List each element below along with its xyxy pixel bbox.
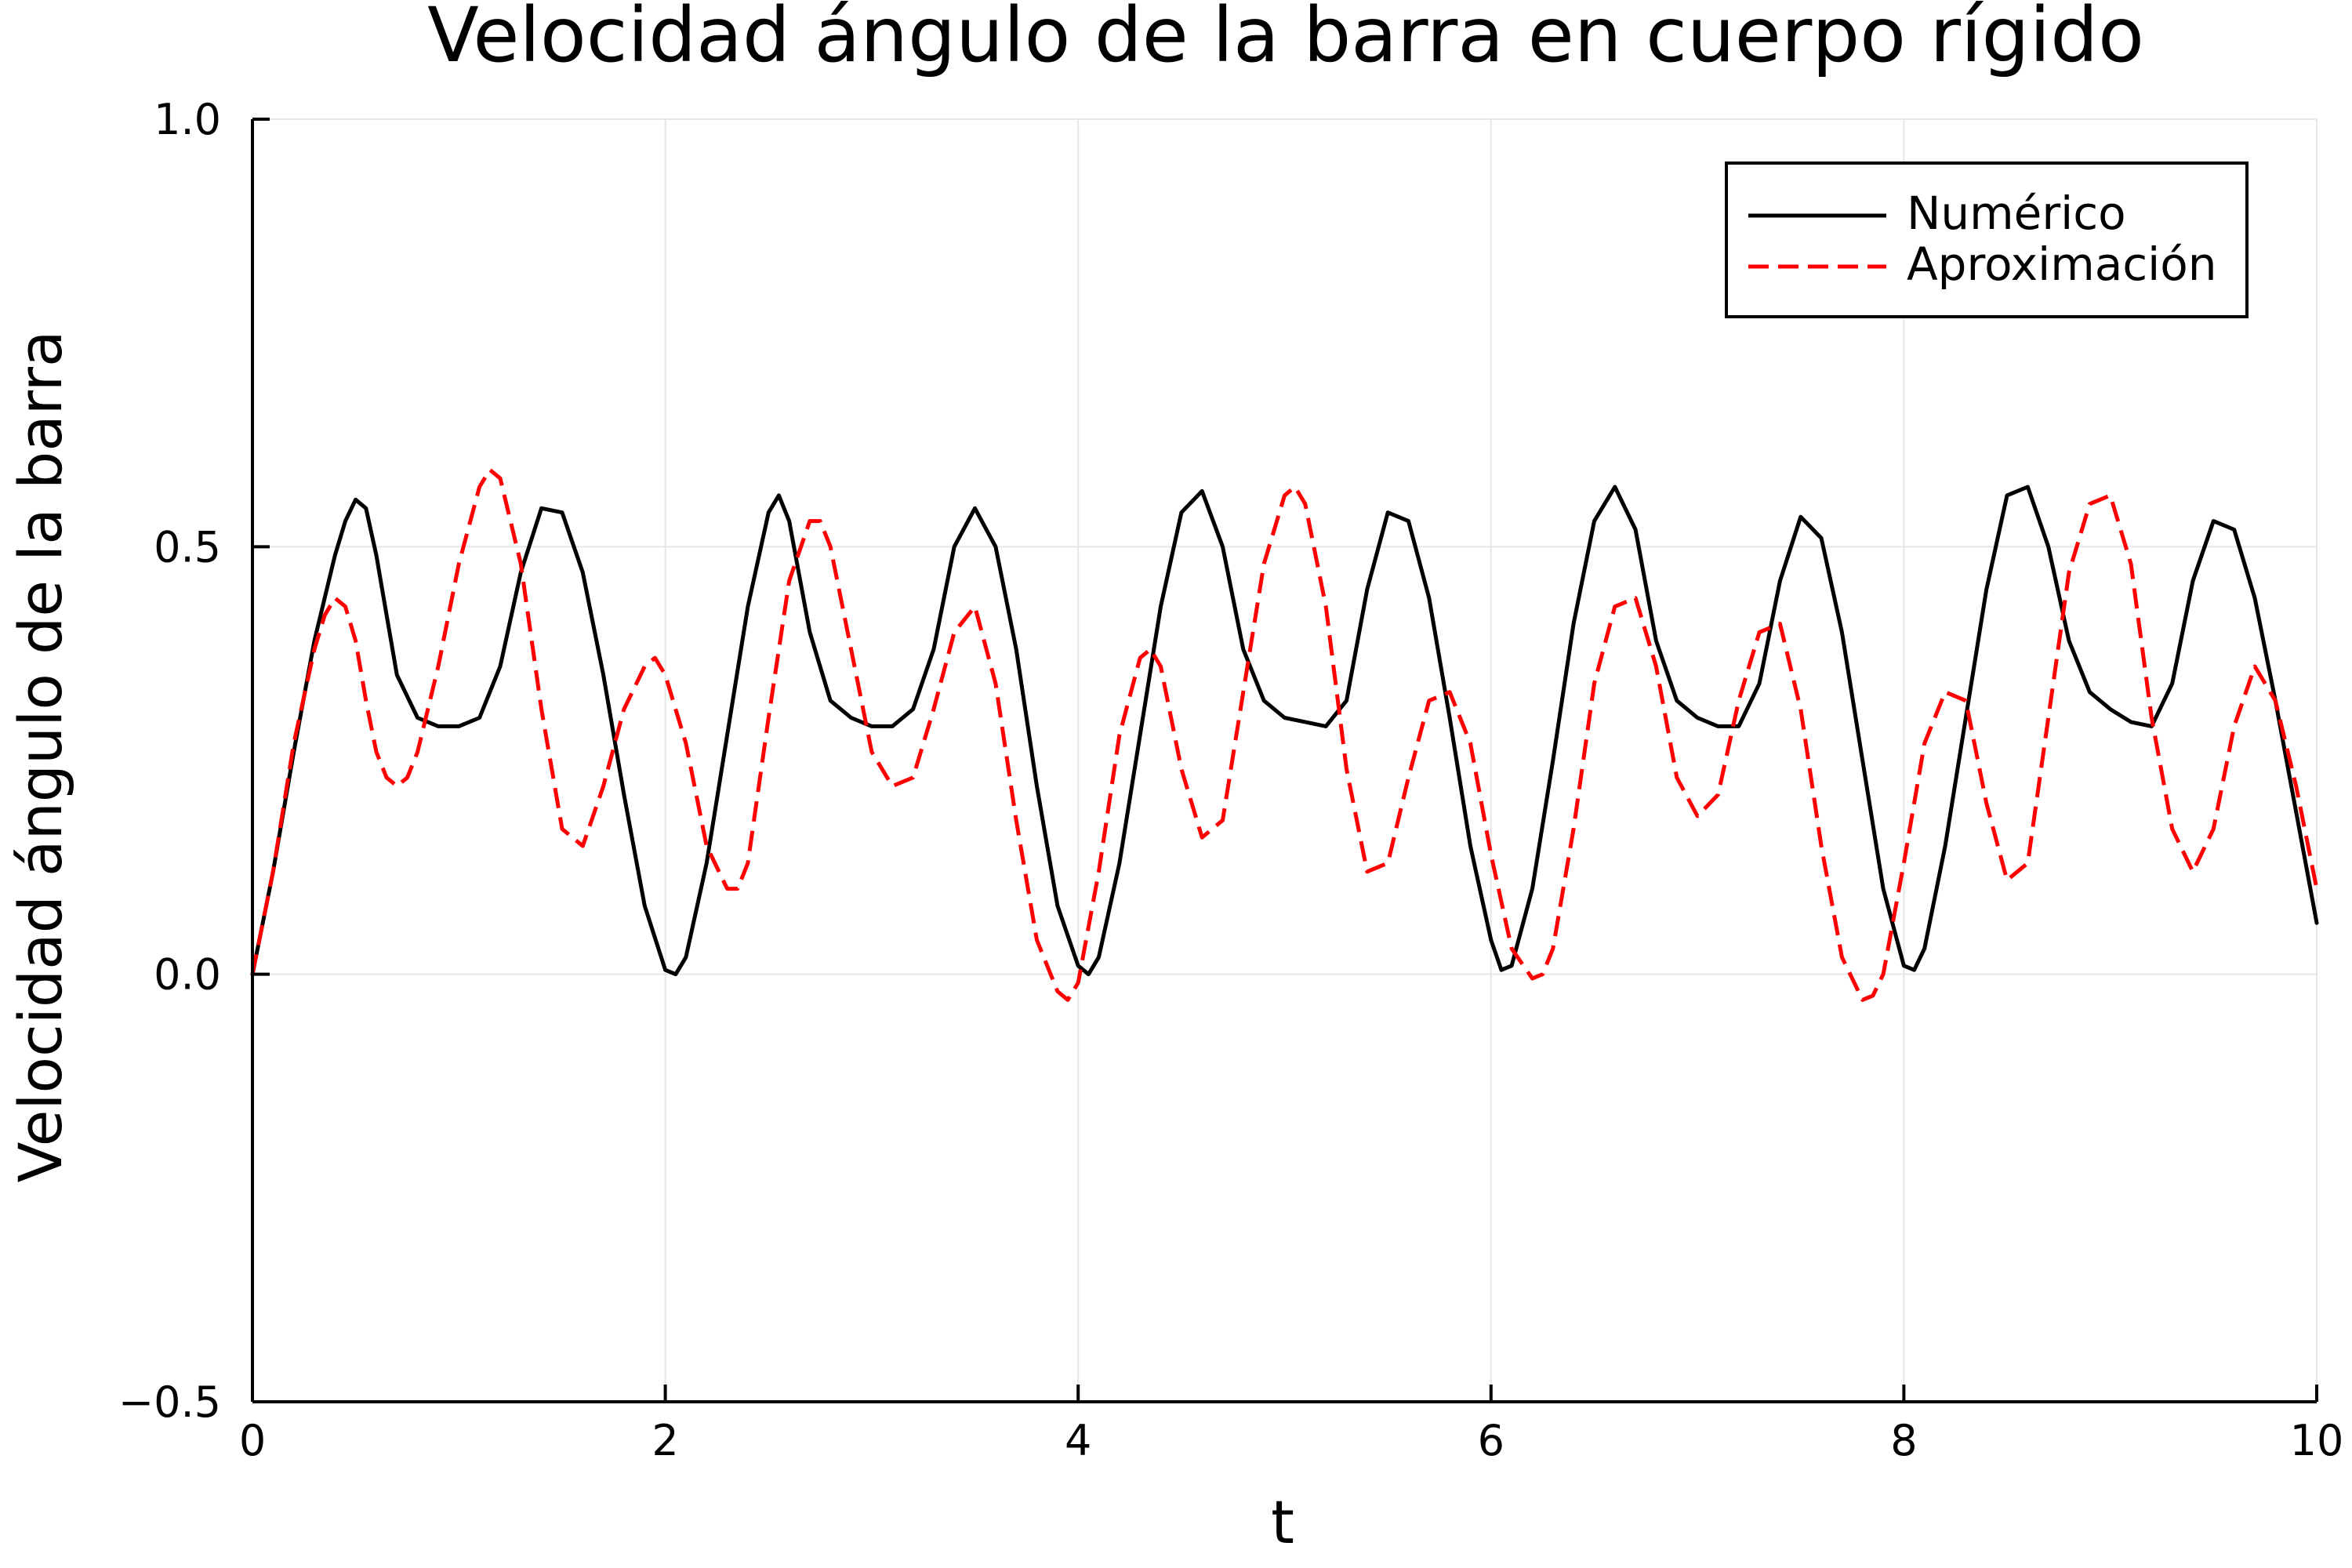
chart-title: Velocidad ángulo de la barra en cuerpo r… (427, 0, 2144, 79)
series-layer (250, 467, 2319, 1002)
x-tick-label: 2 (652, 1416, 678, 1465)
x-tick-label: 10 (2290, 1416, 2344, 1465)
x-axis-ticks: 0 2 4 6 8 10 (239, 1385, 2344, 1465)
legend-label-numerico: Numérico (1907, 187, 2126, 240)
legend-label-aproximacion: Aproximación (1907, 238, 2217, 291)
legend-box (1725, 162, 2249, 318)
y-axis-ticks: −0.5 0.0 0.5 1.0 (118, 95, 270, 1427)
series-line-numerico (250, 485, 2319, 977)
x-axis-label: t (1271, 1487, 1294, 1557)
legend: Numérico Aproximación (1725, 162, 2249, 318)
series-line-aproximacion (250, 467, 2319, 1002)
axes (251, 119, 2317, 1403)
grid-lines (252, 118, 2318, 1402)
y-axis-label: Velocidad ángulo de la barra (5, 330, 75, 1182)
y-tick-label: 0.5 (154, 522, 221, 572)
x-tick-label: 6 (1478, 1416, 1504, 1465)
x-tick-label: 4 (1065, 1416, 1091, 1465)
y-tick-label: 0.0 (154, 950, 221, 1000)
x-tick-label: 0 (239, 1416, 266, 1465)
y-tick-label: 1.0 (154, 95, 221, 144)
x-tick-label: 8 (1890, 1416, 1917, 1465)
y-tick-label: −0.5 (118, 1377, 221, 1427)
